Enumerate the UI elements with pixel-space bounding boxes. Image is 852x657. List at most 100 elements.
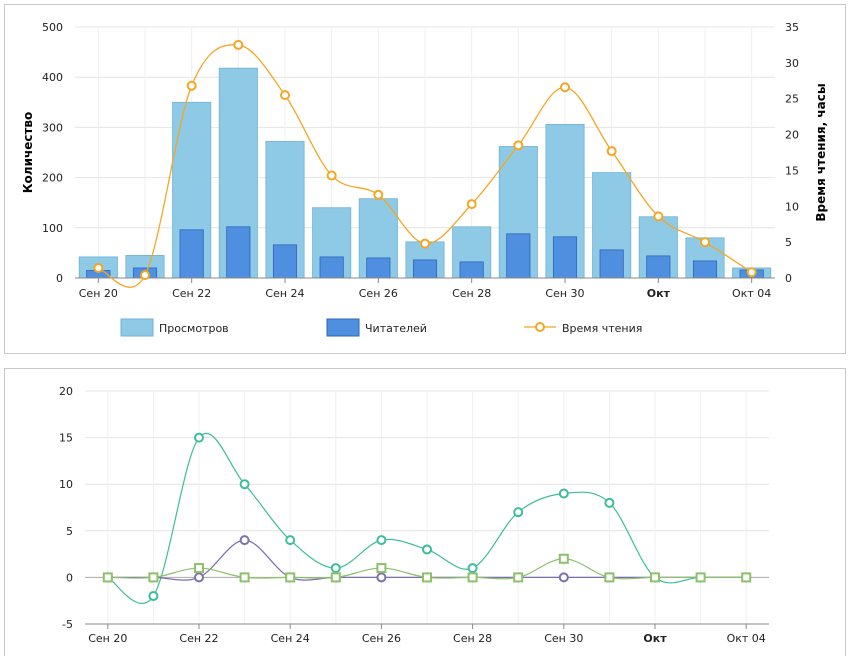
series-point-1 <box>330 563 341 574</box>
series-point-2 <box>239 535 250 546</box>
x-tick-label: Сен 24 <box>265 287 304 300</box>
series-point-3 <box>285 572 296 583</box>
bar-readers <box>646 255 671 279</box>
y2-tick-label: 15 <box>785 164 799 177</box>
point-reading-time <box>560 82 570 93</box>
bar-readers <box>366 257 391 279</box>
series-point-3 <box>422 572 432 583</box>
x-tick-label: Окт 04 <box>732 287 771 300</box>
y-tick-label: 400 <box>42 71 63 84</box>
x-tick-label: Сен 30 <box>545 287 584 300</box>
series-point-3 <box>513 572 524 583</box>
y2-tick-label: 25 <box>785 93 799 106</box>
point-reading-time <box>140 270 150 281</box>
line-reading-time <box>98 44 753 288</box>
series-point-3 <box>467 572 478 583</box>
y-tick-label: 100 <box>42 222 63 235</box>
series-point-2 <box>194 572 204 583</box>
bars <box>78 67 772 279</box>
bar-readers <box>692 260 718 279</box>
bar-readers <box>552 236 578 279</box>
y2-tick-label: 10 <box>785 200 799 213</box>
series-point-3 <box>741 572 752 583</box>
y-tick-label: 0 <box>56 272 63 285</box>
point-reading-time <box>466 199 477 210</box>
bar-readers <box>226 226 251 279</box>
point-reading-time <box>420 238 430 249</box>
y-tick-label: 0 <box>66 571 73 584</box>
x-tick-label: Сен 24 <box>271 632 310 645</box>
series-point-3 <box>330 572 341 583</box>
series-point-1 <box>148 591 159 602</box>
point-reading-time <box>280 90 290 101</box>
series-point-3 <box>604 572 615 583</box>
y2-tick-label: 20 <box>785 129 799 142</box>
x-tick-label: Сен 20 <box>88 632 127 645</box>
series-point-3 <box>194 563 204 574</box>
bar-readers <box>319 256 344 279</box>
chart-panel-top: 0 100 200 300 400 500 0 5 10 15 20 25 30 35 Сен 20 Сен … <box>4 4 846 354</box>
y-tick-label: 10 <box>59 478 73 491</box>
point-reading-time <box>186 80 197 91</box>
point-reading-time <box>606 146 617 157</box>
chart-panel-bottom: -5 0 5 10 15 20 Сен 20 Сен 22 Сен 24 Сен 26 Сен 28… <box>4 368 846 656</box>
bar-readers <box>599 249 624 279</box>
series-point-1 <box>467 563 478 574</box>
bar-readers <box>459 261 484 279</box>
series-point-1 <box>558 488 569 499</box>
series-point-2 <box>558 572 569 583</box>
bar-readers <box>506 233 531 279</box>
point-reading-time <box>653 211 664 222</box>
series-point-3 <box>376 563 387 574</box>
point-reading-time <box>700 237 710 248</box>
legend-label-views: Просмотров <box>159 322 229 335</box>
x-tick-label: Сен 20 <box>79 287 118 300</box>
x-tick-label: Сен 28 <box>453 632 492 645</box>
point-reading-time <box>513 140 524 151</box>
y2-tick-label: 30 <box>785 57 799 70</box>
y2-tick-label: 0 <box>785 272 792 285</box>
y-tick-label: -5 <box>62 618 73 631</box>
series-point-3 <box>695 572 706 583</box>
point-reading-time <box>326 170 337 181</box>
series-point-3 <box>558 553 569 564</box>
series-point-3 <box>239 572 250 583</box>
series-point-1 <box>285 535 296 546</box>
x-tick-label: Сен 30 <box>544 632 583 645</box>
series-line-1 <box>107 433 747 604</box>
series-point-1 <box>239 479 250 490</box>
bar-readers <box>272 244 298 279</box>
point-reading-time <box>233 39 244 50</box>
series-point-3 <box>102 572 113 583</box>
bar-readers <box>412 259 438 279</box>
y2-tick-label: 5 <box>785 236 792 249</box>
y-tick-label: 500 <box>42 21 63 34</box>
y2-tick-label: 35 <box>785 21 799 34</box>
y-tick-label: 15 <box>59 432 73 445</box>
grid <box>85 390 769 625</box>
y-axis-title: Количество <box>21 112 35 194</box>
series-point-1 <box>194 432 204 443</box>
bar-readers <box>179 229 204 279</box>
x-tick-label: Сен 22 <box>179 632 218 645</box>
series-point-1 <box>376 535 387 546</box>
legend-label-reading-time: Время чтения <box>562 322 642 335</box>
series-point-2 <box>376 572 387 583</box>
series-point-1 <box>422 544 432 555</box>
legend-swatch-views <box>120 318 154 337</box>
x-tick-label: Сен 22 <box>172 287 211 300</box>
y-tick-label: 300 <box>42 121 63 134</box>
point-reading-time <box>746 267 757 278</box>
legend-label-readers: Читателей <box>365 322 427 335</box>
legend-marker-reading-time <box>535 322 545 332</box>
x-tick-label: Сен 26 <box>359 287 398 300</box>
series-point-3 <box>148 572 159 583</box>
line-chart: -5 0 5 10 15 20 Сен 20 Сен 22 Сен 24 Сен 26 Сен 28… <box>59 385 769 645</box>
legend-swatch-readers <box>326 318 360 337</box>
series-point-1 <box>604 497 615 508</box>
series-point-3 <box>650 572 660 583</box>
x-tick-label: Окт 04 <box>727 632 766 645</box>
point-reading-time <box>93 262 104 273</box>
combo-chart: 0 100 200 300 400 500 0 5 10 15 20 25 30 35 Сен 20 Сен … <box>21 21 828 337</box>
x-tick-label: Окт <box>643 632 667 645</box>
